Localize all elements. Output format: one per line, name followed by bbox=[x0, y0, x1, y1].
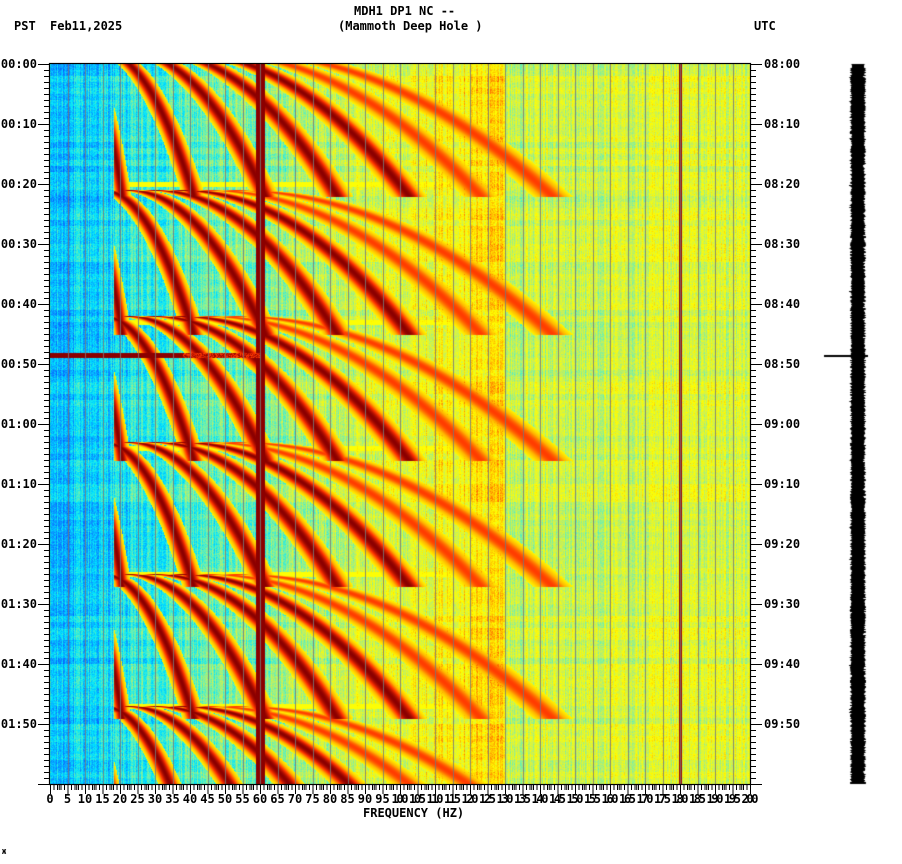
x-tick-label: 115 bbox=[444, 792, 461, 806]
y-left-tick-label: 01:50 bbox=[1, 717, 37, 731]
x-tick-label: 190 bbox=[707, 792, 724, 806]
x-tick-label: 125 bbox=[479, 792, 496, 806]
y-right-tick-label: 08:30 bbox=[764, 237, 800, 251]
y-left-tick-label: 00:10 bbox=[1, 117, 37, 131]
y-left-tick-label: 00:00 bbox=[1, 57, 37, 71]
x-tick-label: 180 bbox=[672, 792, 689, 806]
y-left-tick-label: 01:20 bbox=[1, 537, 37, 551]
y-right-tick-label: 09:40 bbox=[764, 657, 800, 671]
y-left-tick-label: 01:40 bbox=[1, 657, 37, 671]
y-left-tick-label: 01:10 bbox=[1, 477, 37, 491]
y-right-tick-label: 08:20 bbox=[764, 177, 800, 191]
x-tick-label: 170 bbox=[637, 792, 654, 806]
x-tick-label: 90 bbox=[358, 792, 372, 806]
x-tick-label: 100 bbox=[392, 792, 409, 806]
x-tick-label: 105 bbox=[409, 792, 426, 806]
x-tick-label: 175 bbox=[654, 792, 671, 806]
y-left-tick-label: 00:20 bbox=[1, 177, 37, 191]
x-tick-label: 40 bbox=[183, 792, 197, 806]
x-tick-label: 150 bbox=[567, 792, 584, 806]
y-right-tick-label: 09:10 bbox=[764, 477, 800, 491]
x-tick-label: 55 bbox=[235, 792, 249, 806]
x-tick-label: 70 bbox=[288, 792, 302, 806]
x-tick-label: 0 bbox=[46, 792, 53, 806]
x-tick-label: 25 bbox=[130, 792, 144, 806]
x-tick-label: 120 bbox=[462, 792, 479, 806]
x-tick-label: 140 bbox=[532, 792, 549, 806]
x-tick-label: 45 bbox=[200, 792, 214, 806]
y-right-tick-label: 09:00 bbox=[764, 417, 800, 431]
x-tick-label: 135 bbox=[514, 792, 531, 806]
x-tick-label: 60 bbox=[253, 792, 267, 806]
x-tick-label: 35 bbox=[165, 792, 179, 806]
right-timezone-label: UTC bbox=[754, 19, 776, 33]
x-tick-label: 80 bbox=[323, 792, 337, 806]
y-left-tick-label: 00:40 bbox=[1, 297, 37, 311]
x-tick-label: 155 bbox=[584, 792, 601, 806]
x-tick-label: 195 bbox=[724, 792, 741, 806]
x-tick-label: 20 bbox=[113, 792, 127, 806]
location-subtitle: (Mammoth Deep Hole ) bbox=[338, 19, 483, 33]
y-right-tick-label: 08:40 bbox=[764, 297, 800, 311]
x-tick-label: 185 bbox=[689, 792, 706, 806]
y-right-tick-label: 09:50 bbox=[764, 717, 800, 731]
x-tick-label: 30 bbox=[148, 792, 162, 806]
x-tick-label: 110 bbox=[427, 792, 444, 806]
y-right-tick-label: 08:10 bbox=[764, 117, 800, 131]
x-tick-label: 85 bbox=[340, 792, 354, 806]
left-timezone-label: PST bbox=[14, 19, 36, 33]
date-label: Feb11,2025 bbox=[50, 19, 123, 33]
y-right-tick-label: 09:30 bbox=[764, 597, 800, 611]
x-tick-label: 160 bbox=[602, 792, 619, 806]
x-tick-label: 75 bbox=[305, 792, 319, 806]
y-left-tick-label: 01:30 bbox=[1, 597, 37, 611]
y-right-tick-label: 09:20 bbox=[764, 537, 800, 551]
x-tick-label: 145 bbox=[549, 792, 566, 806]
x-axis-label: FREQUENCY (HZ) bbox=[363, 806, 465, 820]
spectrogram-heatmap bbox=[50, 64, 750, 784]
y-right-tick-label: 08:00 bbox=[764, 57, 800, 71]
x-tick-label: 165 bbox=[619, 792, 636, 806]
x-tick-label: 200 bbox=[742, 792, 759, 806]
y-left-tick-label: 01:00 bbox=[1, 417, 37, 431]
x-tick-label: 5 bbox=[64, 792, 71, 806]
x-tick-label: 15 bbox=[95, 792, 109, 806]
plot-frame bbox=[48, 62, 752, 786]
seismogram-trace bbox=[820, 60, 880, 790]
x-tick-label: 130 bbox=[497, 792, 514, 806]
x-tick-label: 95 bbox=[375, 792, 389, 806]
x-tick-label: 50 bbox=[218, 792, 232, 806]
station-title: MDH1 DP1 NC -- bbox=[354, 4, 456, 18]
y-left-tick-label: 00:50 bbox=[1, 357, 37, 371]
x-tick-label: 10 bbox=[78, 792, 92, 806]
x-tick-label: 65 bbox=[270, 792, 284, 806]
y-right-tick-label: 08:50 bbox=[764, 357, 800, 371]
footer-mark: Ж bbox=[2, 848, 7, 856]
y-left-tick-label: 00:30 bbox=[1, 237, 37, 251]
